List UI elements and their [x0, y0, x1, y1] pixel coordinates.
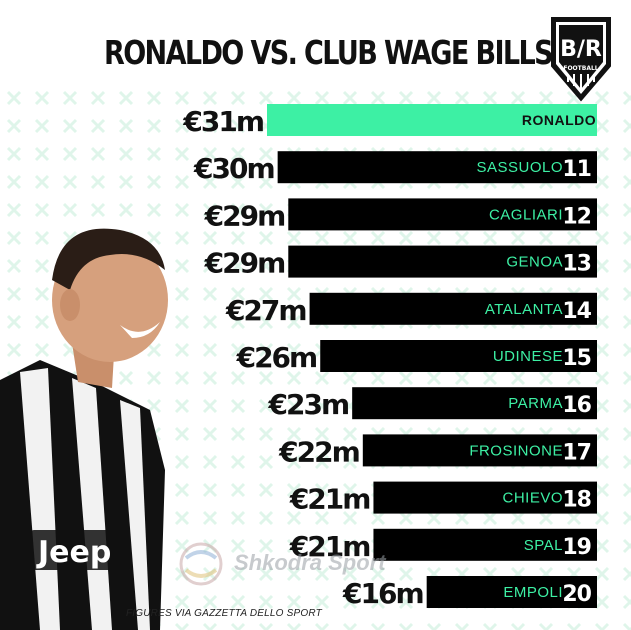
- bar: [288, 245, 597, 278]
- rank-label: 15: [562, 346, 591, 371]
- category-label: SPAL: [524, 537, 563, 554]
- category-label: RONALDO: [522, 112, 596, 128]
- svg-text:Jeep: Jeep: [36, 535, 111, 570]
- category-label: PARMA: [508, 395, 563, 412]
- category-label: ATALANTA: [485, 301, 563, 318]
- rank-label: 14: [562, 299, 591, 324]
- category-label: UDINESE: [493, 348, 563, 365]
- value-label: €16m: [342, 577, 423, 610]
- rank-label: 12: [562, 204, 591, 229]
- category-label: CAGLIARI: [489, 206, 563, 223]
- bar: [373, 481, 597, 514]
- bar: [267, 104, 597, 136]
- bar: [352, 387, 597, 420]
- player-photo: Jeep: [0, 228, 168, 630]
- rank-label: 13: [562, 252, 591, 277]
- bar: [426, 576, 597, 608]
- rank-label: 18: [562, 488, 591, 513]
- value-label: €29m: [204, 247, 285, 280]
- value-label: €29m: [204, 199, 285, 232]
- bar: [309, 292, 597, 325]
- value-label: €21m: [289, 483, 370, 516]
- category-label: CHIEVO: [502, 490, 563, 507]
- value-label: €21m: [289, 530, 370, 563]
- watermark: Shkodra Sport: [176, 540, 456, 588]
- value-label: €22m: [278, 435, 359, 468]
- svg-text:B/R: B/R: [560, 37, 602, 62]
- rank-label: 19: [562, 535, 591, 560]
- watermark-ball-icon: [179, 542, 223, 586]
- rank-label: 20: [562, 582, 591, 607]
- value-label: €23m: [268, 388, 349, 421]
- source-note: FIGURES VIA GAZZETTA DELLO SPORT: [126, 608, 322, 619]
- category-label: FROSINONE: [469, 442, 563, 459]
- category-label: EMPOLI: [503, 584, 563, 601]
- bar: [362, 434, 597, 467]
- value-label: €31m: [182, 105, 263, 138]
- bar: [373, 528, 597, 561]
- value-label: €30m: [193, 152, 274, 185]
- category-label: GENOA: [506, 254, 563, 271]
- bar: [288, 198, 597, 231]
- rank-label: 16: [562, 393, 591, 418]
- bar: [277, 151, 597, 184]
- rank-label: 11: [562, 157, 591, 182]
- value-label: €26m: [236, 341, 317, 374]
- bar: [320, 340, 597, 372]
- svg-text:FOOTBALL: FOOTBALL: [563, 65, 598, 72]
- value-label: €27m: [225, 294, 306, 327]
- br-football-logo: B/R FOOTBALL: [551, 17, 611, 102]
- category-label: SASSUOLO: [476, 159, 563, 176]
- watermark-text: Shkodra Sport: [234, 550, 386, 575]
- rank-label: 17: [562, 440, 591, 465]
